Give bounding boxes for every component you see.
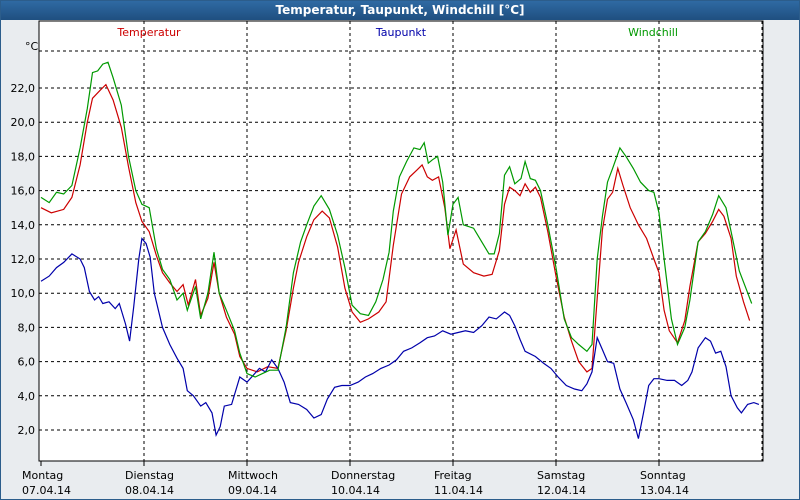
y-axis-unit: °C — [25, 40, 39, 53]
x-tick-date: 11.04.14 — [434, 484, 483, 497]
x-tick-date: 08.04.14 — [125, 484, 174, 497]
x-tick-date: 13.04.14 — [640, 484, 689, 497]
series-line-taupunkt — [40, 237, 760, 439]
x-tick-date: 09.04.14 — [228, 484, 277, 497]
y-tick-label: 10,0 — [11, 287, 36, 300]
x-tick-date: 12.04.14 — [537, 484, 586, 497]
y-tick-label: 22,0 — [11, 82, 36, 95]
x-tick-date: 10.04.14 — [331, 484, 380, 497]
y-tick-label: 4,0 — [18, 390, 36, 403]
grid — [39, 21, 763, 461]
series-line-windchill — [40, 61, 753, 378]
legend-label: Taupunkt — [375, 26, 427, 39]
y-tick-label: 6,0 — [18, 356, 36, 369]
x-axis: Montag 07.04.14 Dienstag 08.04.14 Mittwoch 09… — [22, 461, 689, 497]
y-tick-label: 8,0 — [18, 321, 36, 334]
legend-label: Temperatur — [116, 26, 181, 39]
x-tick-day: Sonntag — [640, 469, 686, 482]
x-tick-day: Samstag — [537, 469, 585, 482]
y-tick-label: 16,0 — [11, 185, 36, 198]
plot-area — [38, 20, 764, 462]
x-tick-day: Dienstag — [125, 469, 174, 482]
y-tick-label: 18,0 — [11, 150, 36, 163]
legend: Temperatur Taupunkt Windchill — [116, 26, 678, 39]
y-axis: °C 2,0 4,0 6,0 8,0 10,0 12,0 14,0 16,0 18,0 20,0 2… — [11, 40, 39, 437]
y-tick-label: 2,0 — [18, 424, 36, 437]
window-title: Temperatur, Taupunkt, Windchill [°C] — [1, 1, 799, 20]
x-tick-day: Mittwoch — [228, 469, 278, 482]
legend-label: Windchill — [628, 26, 678, 39]
y-tick-label: 20,0 — [11, 116, 36, 129]
x-tick-day: Freitag — [434, 469, 472, 482]
series-line-temperatur — [40, 83, 751, 373]
line-chart: Temperatur Taupunkt Windchill °C 2,0 4,0 6,0… — [11, 20, 764, 497]
y-tick-label: 12,0 — [11, 253, 36, 266]
y-tick-label: 14,0 — [11, 219, 36, 232]
series-lines — [40, 61, 760, 439]
x-tick-day: Donnerstag — [331, 469, 395, 482]
x-tick-date: 07.04.14 — [22, 484, 71, 497]
x-tick-day: Montag — [22, 469, 63, 482]
